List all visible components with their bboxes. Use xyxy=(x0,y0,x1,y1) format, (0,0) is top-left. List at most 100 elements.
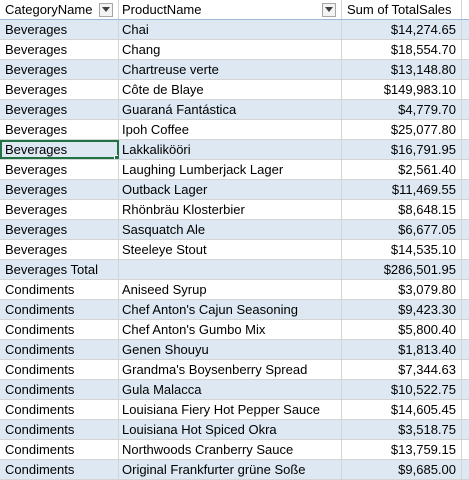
product-cell[interactable]: Gula Malacca xyxy=(119,380,342,399)
sales-cell[interactable]: $13,759.15 xyxy=(342,440,462,459)
table-row: Condiments Genen Shouyu $1,813.40 xyxy=(0,340,469,360)
pivot-body: Beverages Chai $14,274.65 Beverages Chang $18… xyxy=(0,20,469,480)
product-cell[interactable]: Guaraná Fantástica xyxy=(119,100,342,119)
dropdown-arrow-icon xyxy=(102,7,110,12)
sales-cell[interactable]: $3,079.80 xyxy=(342,280,462,299)
product-cell[interactable]: Chef Anton's Cajun Seasoning xyxy=(119,300,342,319)
table-row: Beverages Laughing Lumberjack Lager $2,561… xyxy=(0,160,469,180)
sales-cell[interactable]: $149,983.10 xyxy=(342,80,462,99)
table-row: Condiments Aniseed Syrup $3,079.80 xyxy=(0,280,469,300)
pivot-header-row: CategoryName ProductName Sum of TotalSal… xyxy=(0,0,469,20)
sales-cell[interactable]: $6,677.05 xyxy=(342,220,462,239)
table-row: Beverages Chai $14,274.65 xyxy=(0,20,469,40)
sales-cell[interactable]: $286,501.95 xyxy=(342,260,462,279)
product-cell[interactable]: Chang xyxy=(119,40,342,59)
table-row: Condiments Grandma's Boysenberry Spread $7… xyxy=(0,360,469,380)
product-cell[interactable]: Chartreuse verte xyxy=(119,60,342,79)
product-cell[interactable]: Northwoods Cranberry Sauce xyxy=(119,440,342,459)
table-row: Condiments Louisiana Hot Spiced Okra $3,51… xyxy=(0,420,469,440)
category-header[interactable]: CategoryName xyxy=(0,0,119,19)
category-cell[interactable]: Condiments xyxy=(0,360,119,379)
sales-cell[interactable]: $9,423.30 xyxy=(342,300,462,319)
product-cell[interactable] xyxy=(119,260,342,279)
category-cell[interactable]: Beverages xyxy=(0,140,119,159)
table-row: Condiments Northwoods Cranberry Sauce $13,… xyxy=(0,440,469,460)
sales-cell[interactable]: $8,648.15 xyxy=(342,200,462,219)
table-row: Condiments Chef Anton's Gumbo Mix $5,800.4… xyxy=(0,320,469,340)
table-row: Beverages Chang $18,554.70 xyxy=(0,40,469,60)
sales-cell[interactable]: $4,779.70 xyxy=(342,100,462,119)
sales-cell[interactable]: $3,518.75 xyxy=(342,420,462,439)
table-row: Beverages Chartreuse verte $13,148.80 xyxy=(0,60,469,80)
sales-cell[interactable]: $7,344.63 xyxy=(342,360,462,379)
category-cell[interactable]: Condiments xyxy=(0,300,119,319)
table-row: Beverages Outback Lager $11,469.55 xyxy=(0,180,469,200)
category-cell[interactable]: Condiments xyxy=(0,320,119,339)
sales-cell[interactable]: $1,813.40 xyxy=(342,340,462,359)
category-cell[interactable]: Beverages xyxy=(0,160,119,179)
table-row: Beverages Ipoh Coffee $25,077.80 xyxy=(0,120,469,140)
category-cell[interactable]: Beverages xyxy=(0,100,119,119)
product-cell[interactable]: Lakkalikööri xyxy=(119,140,342,159)
category-cell[interactable]: Condiments xyxy=(0,440,119,459)
sales-cell[interactable]: $13,148.80 xyxy=(342,60,462,79)
category-cell[interactable]: Condiments xyxy=(0,400,119,419)
sales-cell[interactable]: $18,554.70 xyxy=(342,40,462,59)
sales-cell[interactable]: $10,522.75 xyxy=(342,380,462,399)
sales-cell[interactable]: $16,791.95 xyxy=(342,140,462,159)
category-cell[interactable]: Beverages xyxy=(0,40,119,59)
product-cell[interactable]: Chai xyxy=(119,20,342,39)
sales-cell[interactable]: $14,274.65 xyxy=(342,20,462,39)
category-cell[interactable]: Beverages xyxy=(0,60,119,79)
sales-cell[interactable]: $5,800.40 xyxy=(342,320,462,339)
product-cell[interactable]: Genen Shouyu xyxy=(119,340,342,359)
category-cell[interactable]: Condiments xyxy=(0,380,119,399)
category-cell[interactable]: Beverages xyxy=(0,180,119,199)
sales-header[interactable]: Sum of TotalSales xyxy=(342,0,462,19)
product-cell[interactable]: Outback Lager xyxy=(119,180,342,199)
sales-cell[interactable]: $2,561.40 xyxy=(342,160,462,179)
sales-cell[interactable]: $25,077.80 xyxy=(342,120,462,139)
product-cell[interactable]: Laughing Lumberjack Lager xyxy=(119,160,342,179)
product-header[interactable]: ProductName xyxy=(119,0,342,19)
category-cell[interactable]: Beverages xyxy=(0,200,119,219)
product-cell[interactable]: Sasquatch Ale xyxy=(119,220,342,239)
category-cell[interactable]: Condiments xyxy=(0,340,119,359)
table-row: Condiments Louisiana Fiery Hot Pepper Sau… xyxy=(0,400,469,420)
table-row: Condiments Original Frankfurter grüne Soß… xyxy=(0,460,469,480)
sales-cell[interactable]: $14,605.45 xyxy=(342,400,462,419)
product-cell[interactable]: Aniseed Syrup xyxy=(119,280,342,299)
product-cell[interactable]: Louisiana Hot Spiced Okra xyxy=(119,420,342,439)
category-cell[interactable]: Beverages xyxy=(0,120,119,139)
table-row: Beverages Guaraná Fantástica $4,779.70 xyxy=(0,100,469,120)
category-cell[interactable]: Beverages Total xyxy=(0,260,119,279)
sales-cell[interactable]: $14,535.10 xyxy=(342,240,462,259)
product-cell[interactable]: Grandma's Boysenberry Spread xyxy=(119,360,342,379)
product-cell[interactable]: Côte de Blaye xyxy=(119,80,342,99)
fill-handle[interactable] xyxy=(114,155,118,159)
category-filter-button[interactable] xyxy=(99,2,113,17)
category-cell[interactable]: Beverages xyxy=(0,220,119,239)
category-cell[interactable]: Beverages xyxy=(0,20,119,39)
table-row: Condiments Gula Malacca $10,522.75 xyxy=(0,380,469,400)
product-filter-button[interactable] xyxy=(322,2,336,17)
category-cell[interactable]: Condiments xyxy=(0,280,119,299)
product-cell[interactable]: Louisiana Fiery Hot Pepper Sauce xyxy=(119,400,342,419)
table-row: Beverages Sasquatch Ale $6,677.05 xyxy=(0,220,469,240)
product-cell[interactable]: Rhönbräu Klosterbier xyxy=(119,200,342,219)
category-header-label: CategoryName xyxy=(5,2,93,17)
category-cell[interactable]: Beverages xyxy=(0,80,119,99)
table-row: Beverages Rhönbräu Klosterbier $8,648.15 xyxy=(0,200,469,220)
sales-cell[interactable]: $11,469.55 xyxy=(342,180,462,199)
table-row: Beverages Steeleye Stout $14,535.10 xyxy=(0,240,469,260)
category-cell[interactable]: Beverages xyxy=(0,240,119,259)
subtotal-row: Beverages Total $286,501.95 xyxy=(0,260,469,280)
product-cell[interactable]: Ipoh Coffee xyxy=(119,120,342,139)
dropdown-arrow-icon xyxy=(325,7,333,12)
table-row: Condiments Chef Anton's Cajun Seasoning $9… xyxy=(0,300,469,320)
table-row: Beverages Lakkalikööri $16,791.95 xyxy=(0,140,469,160)
product-cell[interactable]: Chef Anton's Gumbo Mix xyxy=(119,320,342,339)
product-cell[interactable]: Steeleye Stout xyxy=(119,240,342,259)
category-cell[interactable]: Condiments xyxy=(0,420,119,439)
